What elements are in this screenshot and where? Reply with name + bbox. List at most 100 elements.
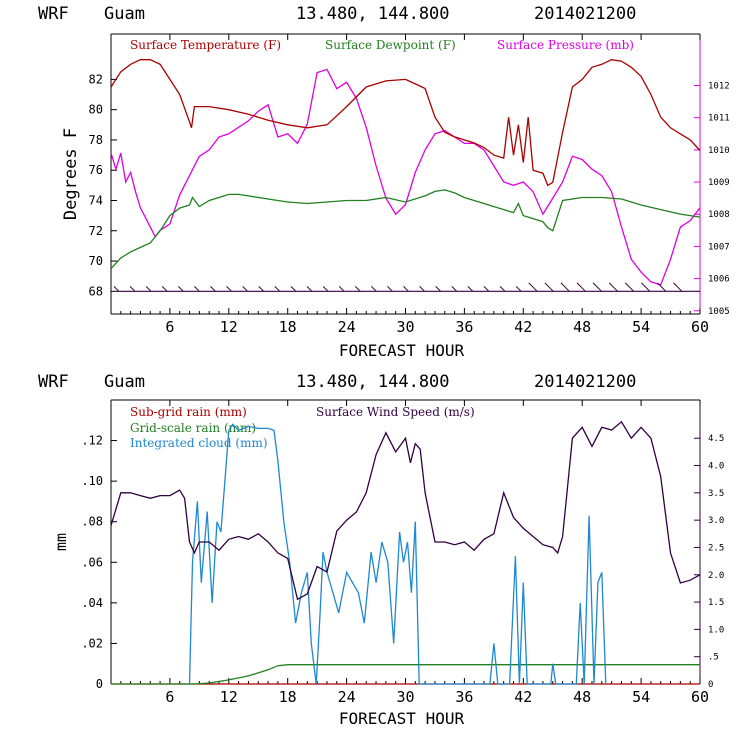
wind-barb	[354, 286, 361, 292]
wind-barb	[177, 286, 184, 292]
x-tick-label: 42	[514, 318, 532, 336]
header-coords: 13.480, 144.800	[296, 4, 450, 24]
y-left-tick-label: 74	[89, 193, 103, 207]
x-tick-label: 30	[396, 318, 414, 336]
y-right-tick-label: 1008	[708, 210, 730, 220]
y-right-tick-label: 1.0	[708, 625, 724, 635]
x-tick-label: 12	[220, 688, 238, 706]
wind-barb	[338, 286, 345, 292]
y-left-tick-label: .02	[81, 636, 103, 650]
y-right-tick-label: 1007	[708, 242, 730, 252]
wind-barb	[435, 286, 441, 292]
wind-barb	[560, 282, 570, 292]
wind-barb	[387, 286, 393, 292]
header-init-time: 2014021200	[534, 4, 636, 24]
y-right-tick-label: 1012	[708, 81, 730, 91]
y-right-tick-label: 1010	[708, 146, 730, 156]
x-tick-label: 54	[632, 688, 650, 706]
wind-barb	[451, 286, 458, 292]
header-site: Guam	[104, 372, 145, 392]
wind-barb	[544, 282, 554, 292]
header-model: WRF	[38, 372, 69, 392]
wind-barb	[290, 286, 297, 292]
y-right-tick-label: 0	[708, 680, 713, 690]
y-right-tick-label: 4.5	[708, 434, 724, 444]
y-right-tick-label: 1006	[708, 275, 730, 285]
series-line-integrated-cloud-mm	[188, 423, 607, 685]
wind-barb	[306, 286, 313, 292]
wind-barb	[161, 286, 168, 292]
y-right-tick-label: 3.0	[708, 516, 724, 526]
y-right-tick-label: 2.0	[708, 571, 724, 581]
y-axis-label: mm	[52, 533, 70, 551]
x-tick-label: 48	[573, 318, 591, 336]
x-tick-label: 24	[338, 688, 356, 706]
x-tick-label: 6	[165, 318, 174, 336]
series-line-surface-dewpoint-f	[110, 189, 701, 270]
wind-barb	[673, 282, 683, 292]
y-left-tick-label: .10	[81, 474, 103, 488]
y-left-tick-label: 80	[89, 103, 103, 117]
wind-barb	[258, 286, 265, 292]
y-right-tick-label: 1.5	[708, 598, 724, 608]
series-line-grid-scale-rain-mm	[111, 664, 700, 685]
wind-barb	[467, 286, 474, 292]
y-left-tick-label: 76	[89, 163, 103, 177]
legend-entry: Surface Dewpoint (F)	[325, 38, 456, 52]
wind-barb	[242, 286, 248, 292]
series-line-surface-wind-speed-m-s	[110, 420, 701, 601]
x-tick-label: 42	[514, 688, 532, 706]
wind-barb	[210, 286, 216, 292]
wind-barb	[322, 286, 329, 292]
header-coords: 13.480, 144.800	[296, 372, 450, 392]
wind-barb	[371, 286, 377, 292]
y-left-tick-label: .08	[81, 515, 103, 529]
wind-barb	[608, 282, 618, 292]
y-right-tick-label: 2.5	[708, 543, 724, 553]
y-left-tick-label: 0	[96, 677, 103, 691]
y-right-tick-label: .5	[708, 653, 719, 663]
x-tick-label: 48	[573, 688, 591, 706]
wind-barb	[528, 282, 538, 292]
x-tick-label: 54	[632, 318, 650, 336]
x-tick-label: 36	[455, 318, 473, 336]
x-tick-label: 6	[165, 688, 174, 706]
x-tick-label: 18	[279, 688, 297, 706]
legend-entry: Surface Temperature (F)	[130, 38, 281, 52]
series-line-surface-pressure-mb	[110, 68, 701, 286]
wind-barb	[403, 286, 409, 292]
wind-barb	[641, 282, 651, 292]
wind-barb	[419, 286, 425, 292]
wind-barb	[624, 282, 635, 292]
wind-barb	[113, 286, 120, 292]
x-tick-label: 30	[396, 688, 414, 706]
wind-barb	[129, 286, 136, 292]
y-left-tick-label: .12	[81, 434, 103, 448]
y-right-tick-label: 1011	[708, 114, 730, 124]
legend-entry: Sub-grid rain (mm)	[130, 405, 247, 419]
legend-entry: Grid-scale rain (mm)	[130, 421, 256, 435]
panel-1-temperature-chart: WRF Guam 13.480, 144.800 2014021200 6 12 18 24 3…	[38, 4, 730, 360]
x-axis-label: FORECAST HOUR	[339, 341, 465, 360]
wind-barb	[483, 286, 490, 292]
y-right-tick-label: 4.0	[708, 462, 724, 472]
y-left-tick-label: 68	[89, 284, 103, 298]
x-tick-label: 12	[220, 318, 238, 336]
x-tick-label: 24	[338, 318, 356, 336]
x-tick-label: 18	[279, 318, 297, 336]
legend-entry: Integrated cloud (mm)	[130, 436, 268, 450]
wind-barb	[515, 286, 522, 292]
y-left-tick-label: .04	[81, 596, 103, 610]
wind-barb	[145, 286, 152, 292]
wind-barb	[499, 286, 506, 292]
wind-barb	[576, 282, 586, 292]
header-init-time: 2014021200	[534, 372, 636, 392]
header-model: WRF	[38, 4, 69, 24]
wind-barb	[194, 286, 200, 292]
y-right-tick-label: 3.5	[708, 489, 724, 499]
wind-barb	[592, 282, 602, 292]
y-left-tick-label: 70	[89, 254, 103, 268]
y-right-tick-label: 1009	[708, 178, 730, 188]
wind-barb	[274, 286, 281, 292]
